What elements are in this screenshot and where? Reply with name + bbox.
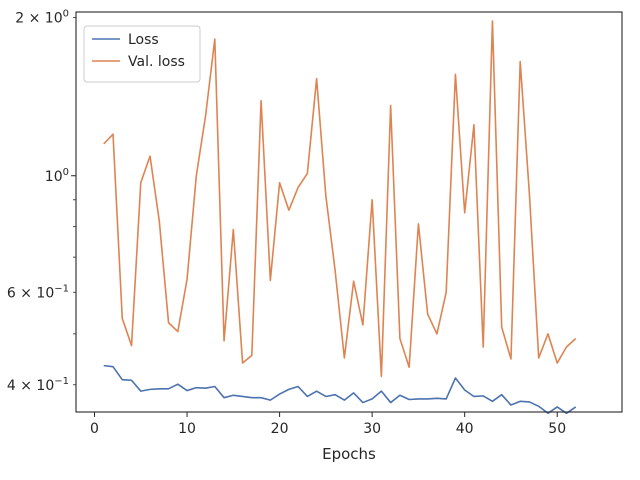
y-tick-label: 100 <box>45 167 69 185</box>
x-tick-label: 0 <box>90 421 99 437</box>
legend: Loss Val. loss <box>83 25 201 83</box>
series-layer <box>103 20 577 415</box>
y-tick-label: 4 × 10−1 <box>7 376 69 394</box>
x-axis: 0 10 20 30 40 50 <box>90 412 566 437</box>
x-axis-label: Epochs <box>322 445 376 463</box>
series-line-val-loss <box>103 20 577 378</box>
x-tick-label: 20 <box>271 421 289 437</box>
series-line-loss <box>103 364 577 415</box>
x-tick-label: 40 <box>456 421 474 437</box>
legend-label: Loss <box>128 32 159 48</box>
y-tick-label: 6 × 10−1 <box>7 283 69 301</box>
legend-box <box>83 25 201 83</box>
legend-label: Val. loss <box>128 54 185 70</box>
x-tick-label: 50 <box>548 421 566 437</box>
y-tick-label: 2 × 100 <box>15 9 69 27</box>
plot-frame <box>75 11 623 413</box>
x-tick-label: 10 <box>178 421 196 437</box>
x-tick-label: 30 <box>363 421 381 437</box>
y-axis: 2 × 100 100 6 × 10−1 4 × 10−1 <box>7 9 76 394</box>
